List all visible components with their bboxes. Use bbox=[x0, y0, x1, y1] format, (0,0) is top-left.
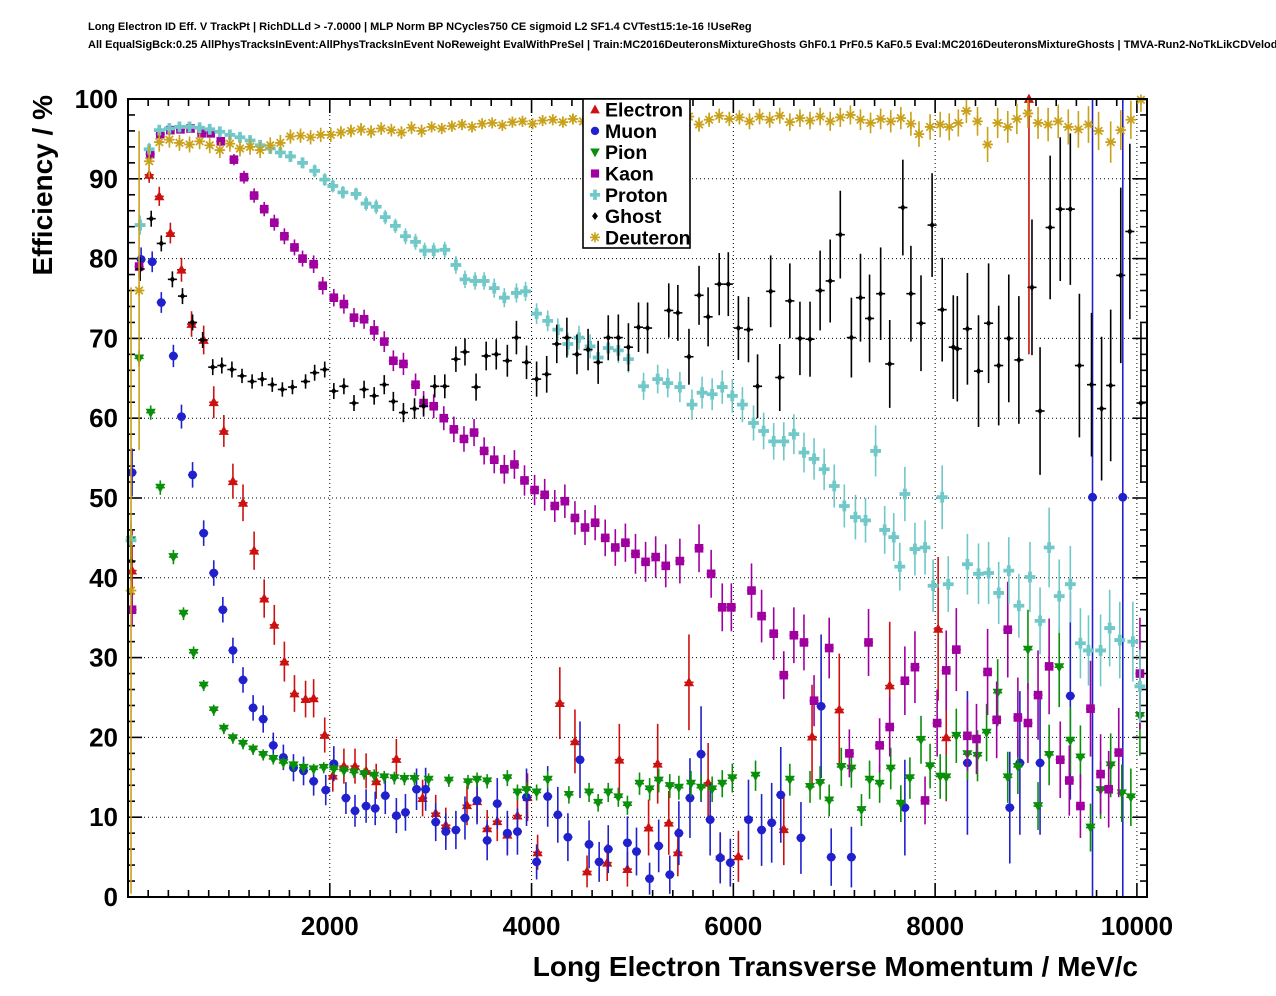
series-markers-pion bbox=[125, 354, 1146, 833]
legend-label: Deuteron bbox=[605, 227, 691, 249]
svg-text:20: 20 bbox=[89, 722, 118, 752]
legend-item-ghost: Ghost bbox=[592, 206, 662, 228]
svg-text:10: 10 bbox=[89, 802, 118, 832]
svg-text:2000: 2000 bbox=[301, 911, 359, 941]
tick-labels: 0 10 20 30 40 50 60 70 80 90 100 2000 4000 6000 8000 10… bbox=[75, 84, 1173, 941]
legend-item-electron: Electron bbox=[590, 100, 683, 122]
legend-label: Electron bbox=[605, 100, 683, 122]
svg-text:0: 0 bbox=[104, 882, 118, 912]
svg-text:10000: 10000 bbox=[1101, 911, 1173, 941]
svg-text:100: 100 bbox=[75, 84, 118, 114]
plot-title-line1: Long Electron ID Eff. V TrackPt | RichDL… bbox=[88, 21, 752, 33]
series-markers-kaon bbox=[127, 124, 1145, 811]
legend-label: Proton bbox=[605, 185, 668, 207]
legend-item-proton: Proton bbox=[589, 185, 668, 207]
svg-text:6000: 6000 bbox=[704, 911, 762, 941]
legend-label: Kaon bbox=[605, 164, 654, 186]
svg-text:60: 60 bbox=[89, 403, 118, 433]
svg-text:8000: 8000 bbox=[906, 911, 964, 941]
legend-item-kaon: Kaon bbox=[590, 164, 654, 186]
svg-text:50: 50 bbox=[89, 483, 118, 513]
legend-item-muon: Muon bbox=[590, 121, 657, 143]
series-markers-muon bbox=[127, 254, 1128, 884]
legend-item-pion: Pion bbox=[590, 142, 647, 164]
series-errorbars-ghost bbox=[128, 133, 1146, 581]
legend-label: Muon bbox=[605, 121, 657, 143]
legend-label: Pion bbox=[605, 142, 647, 164]
y-axis-title: Efficiency / % bbox=[27, 95, 58, 276]
series-markers-ghost bbox=[128, 203, 1144, 565]
series-errorbars-pion bbox=[128, 350, 1145, 852]
legend-item-deuteron: Deuteron bbox=[589, 227, 691, 249]
plot-title-line2: All EqualSigBck:0.25 AllPhysTracksInEven… bbox=[88, 39, 1276, 51]
legend-box bbox=[582, 98, 691, 249]
svg-text:4000: 4000 bbox=[503, 911, 561, 941]
svg-text:40: 40 bbox=[89, 563, 118, 593]
svg-text:70: 70 bbox=[89, 323, 118, 353]
svg-text:80: 80 bbox=[89, 244, 118, 274]
legend-label: Ghost bbox=[605, 206, 662, 228]
svg-text:90: 90 bbox=[89, 164, 118, 194]
x-axis-title: Long Electron Transverse Momentum / MeV/… bbox=[533, 951, 1138, 982]
svg-text:30: 30 bbox=[89, 643, 118, 673]
